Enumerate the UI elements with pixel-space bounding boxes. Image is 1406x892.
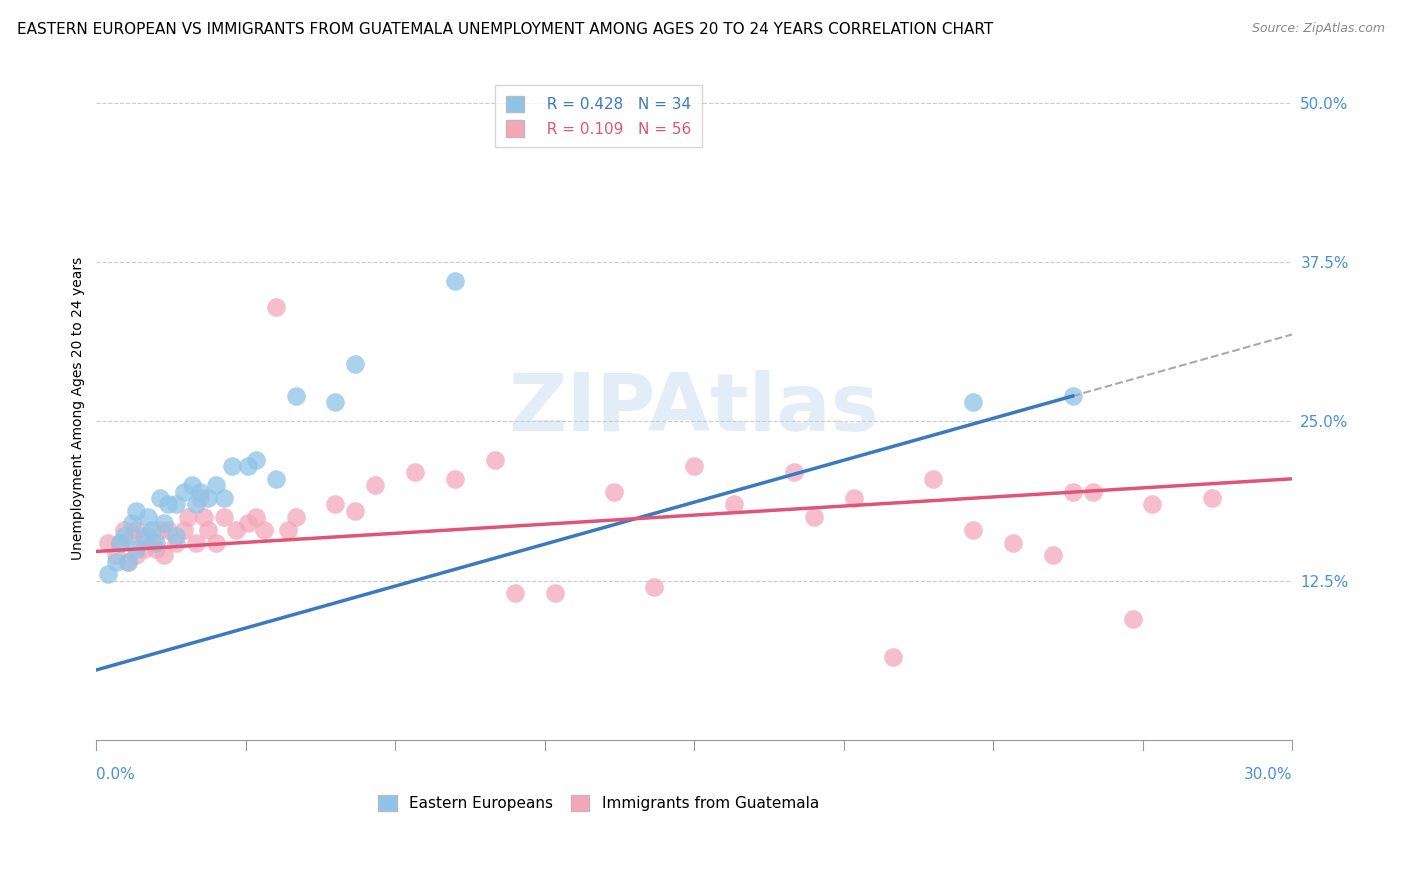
Point <box>165 529 187 543</box>
Text: Source: ZipAtlas.com: Source: ZipAtlas.com <box>1251 22 1385 36</box>
Point <box>177 510 200 524</box>
Point <box>136 510 159 524</box>
Point <box>141 535 163 549</box>
Point <box>165 535 187 549</box>
Point <box>284 389 307 403</box>
Point <box>173 484 195 499</box>
Point <box>236 516 259 531</box>
Point <box>245 510 267 524</box>
Point <box>1062 389 1084 403</box>
Point <box>134 541 156 556</box>
Point <box>205 535 228 549</box>
Text: 30.0%: 30.0% <box>1243 766 1292 781</box>
Point <box>264 472 287 486</box>
Point <box>112 523 135 537</box>
Point <box>225 523 247 537</box>
Point <box>110 535 132 549</box>
Point <box>117 555 139 569</box>
Point <box>344 503 367 517</box>
Point <box>136 529 159 543</box>
Point <box>165 497 187 511</box>
Point <box>121 529 143 543</box>
Point <box>149 491 172 505</box>
Point <box>245 452 267 467</box>
Legend: Eastern Europeans, Immigrants from Guatemala: Eastern Europeans, Immigrants from Guate… <box>367 784 830 822</box>
Point <box>149 523 172 537</box>
Point <box>803 510 825 524</box>
Y-axis label: Unemployment Among Ages 20 to 24 years: Unemployment Among Ages 20 to 24 years <box>72 257 86 560</box>
Point <box>184 497 207 511</box>
Point <box>157 523 180 537</box>
Point <box>181 478 204 492</box>
Point <box>484 452 506 467</box>
Point <box>157 497 180 511</box>
Point <box>188 491 211 505</box>
Point <box>922 472 945 486</box>
Point <box>962 395 984 409</box>
Point <box>193 510 215 524</box>
Point <box>277 523 299 537</box>
Point <box>1081 484 1104 499</box>
Text: 0.0%: 0.0% <box>97 766 135 781</box>
Point <box>197 523 219 537</box>
Point <box>112 529 135 543</box>
Point <box>962 523 984 537</box>
Point <box>364 478 387 492</box>
Point <box>683 459 706 474</box>
Point <box>205 478 228 492</box>
Point <box>188 484 211 499</box>
Point <box>264 300 287 314</box>
Point <box>603 484 626 499</box>
Point <box>105 555 128 569</box>
Point <box>1201 491 1223 505</box>
Point <box>444 274 467 288</box>
Point <box>145 541 167 556</box>
Point <box>236 459 259 474</box>
Point <box>783 466 806 480</box>
Point <box>882 650 904 665</box>
Point <box>842 491 865 505</box>
Point <box>1062 484 1084 499</box>
Point <box>125 541 148 556</box>
Point <box>97 567 120 582</box>
Point <box>153 548 176 562</box>
Point <box>134 529 156 543</box>
Point <box>105 548 128 562</box>
Point <box>197 491 219 505</box>
Point <box>221 459 243 474</box>
Text: ZIPAtlas: ZIPAtlas <box>509 369 880 448</box>
Point <box>344 357 367 371</box>
Point <box>97 535 120 549</box>
Point <box>643 580 665 594</box>
Point <box>125 503 148 517</box>
Point <box>212 510 235 524</box>
Point <box>110 535 132 549</box>
Point <box>125 548 148 562</box>
Point <box>145 535 167 549</box>
Point <box>153 516 176 531</box>
Point <box>125 523 148 537</box>
Point <box>1142 497 1164 511</box>
Point <box>325 497 347 511</box>
Point <box>1122 612 1144 626</box>
Point <box>117 555 139 569</box>
Point <box>141 523 163 537</box>
Point <box>1001 535 1024 549</box>
Text: EASTERN EUROPEAN VS IMMIGRANTS FROM GUATEMALA UNEMPLOYMENT AMONG AGES 20 TO 24 Y: EASTERN EUROPEAN VS IMMIGRANTS FROM GUAT… <box>17 22 993 37</box>
Point <box>544 586 567 600</box>
Point <box>121 516 143 531</box>
Point <box>325 395 347 409</box>
Point <box>284 510 307 524</box>
Point <box>723 497 745 511</box>
Point <box>184 535 207 549</box>
Point <box>173 523 195 537</box>
Point <box>404 466 426 480</box>
Point <box>444 472 467 486</box>
Point <box>1042 548 1064 562</box>
Point <box>212 491 235 505</box>
Point <box>503 586 526 600</box>
Point <box>253 523 276 537</box>
